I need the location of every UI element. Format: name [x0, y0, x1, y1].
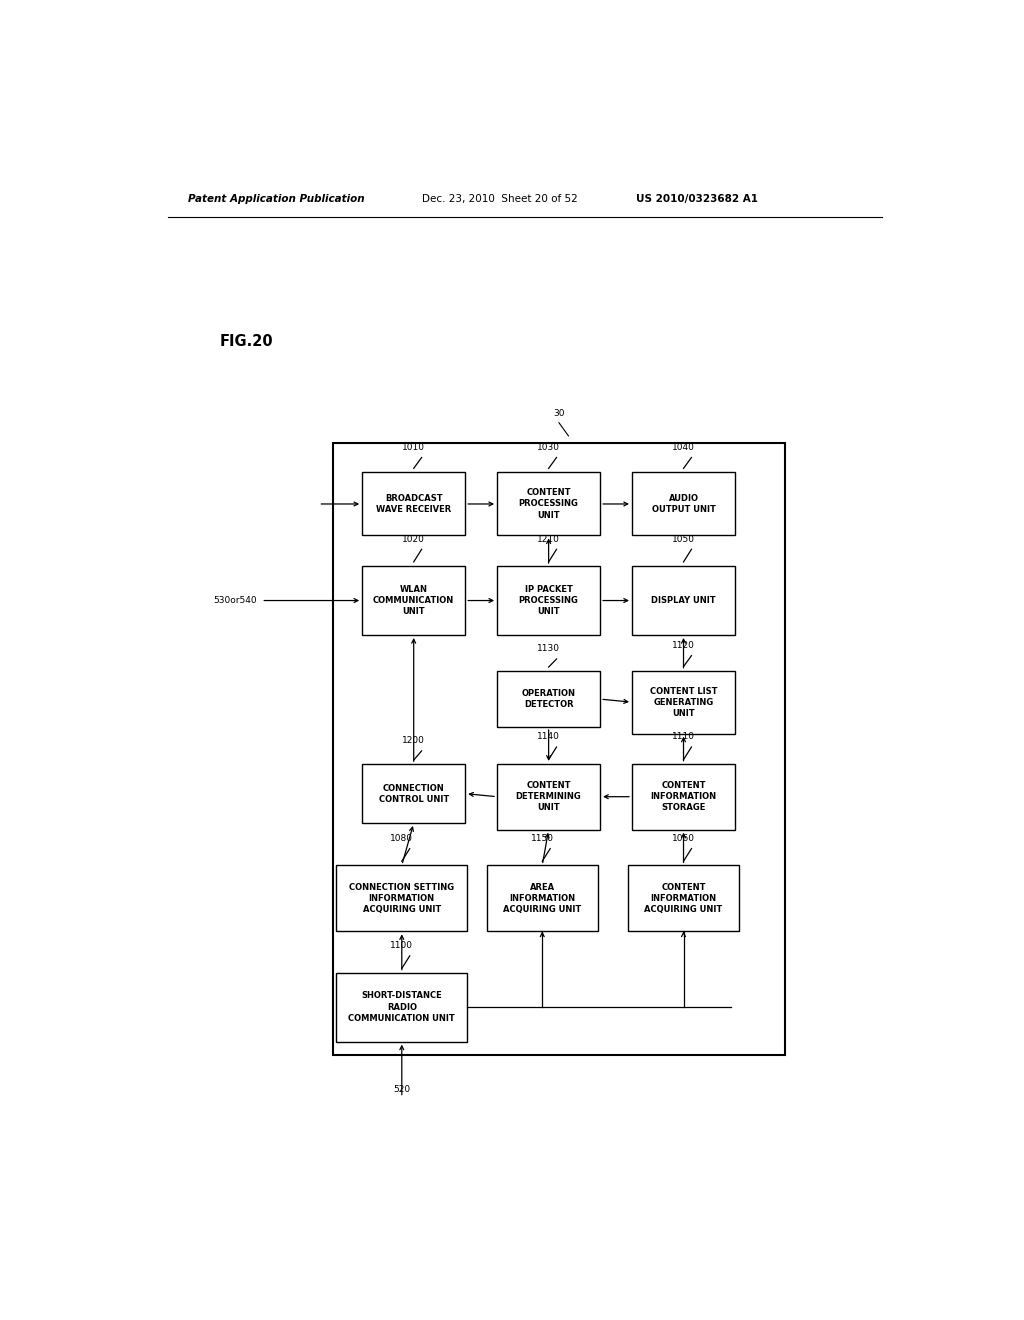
- Text: Patent Application Publication: Patent Application Publication: [187, 194, 365, 205]
- Text: DISPLAY UNIT: DISPLAY UNIT: [651, 597, 716, 605]
- Text: AREA
INFORMATION
ACQUIRING UNIT: AREA INFORMATION ACQUIRING UNIT: [503, 883, 582, 913]
- Text: CONTENT
INFORMATION
ACQUIRING UNIT: CONTENT INFORMATION ACQUIRING UNIT: [644, 883, 723, 913]
- Bar: [497, 566, 600, 635]
- Text: FIG.20: FIG.20: [219, 334, 272, 348]
- Text: CONTENT LIST
GENERATING
UNIT: CONTENT LIST GENERATING UNIT: [650, 686, 717, 718]
- Text: CONTENT
INFORMATION
STORAGE: CONTENT INFORMATION STORAGE: [650, 781, 717, 812]
- Bar: [632, 473, 735, 536]
- Text: OPERATION
DETECTOR: OPERATION DETECTOR: [521, 689, 575, 709]
- Text: CONTENT
DETERMINING
UNIT: CONTENT DETERMINING UNIT: [516, 781, 582, 812]
- Bar: [336, 866, 467, 932]
- Text: Dec. 23, 2010  Sheet 20 of 52: Dec. 23, 2010 Sheet 20 of 52: [422, 194, 578, 205]
- Text: 1040: 1040: [672, 442, 695, 451]
- Bar: [486, 866, 598, 932]
- Text: 1110: 1110: [672, 733, 695, 742]
- Text: 30: 30: [553, 409, 564, 417]
- Bar: [497, 671, 600, 727]
- Text: 1200: 1200: [402, 737, 425, 746]
- Bar: [497, 764, 600, 830]
- Text: 1210: 1210: [538, 535, 560, 544]
- Text: 1020: 1020: [402, 535, 425, 544]
- Text: 530or540: 530or540: [214, 597, 257, 605]
- Text: CONNECTION SETTING
INFORMATION
ACQUIRING UNIT: CONNECTION SETTING INFORMATION ACQUIRING…: [349, 883, 455, 913]
- Text: US 2010/0323682 A1: US 2010/0323682 A1: [636, 194, 758, 205]
- Text: AUDIO
OUTPUT UNIT: AUDIO OUTPUT UNIT: [651, 494, 716, 513]
- Bar: [362, 566, 465, 635]
- Text: 1120: 1120: [672, 642, 695, 649]
- Text: WLAN
COMMUNICATION
UNIT: WLAN COMMUNICATION UNIT: [373, 585, 455, 616]
- Bar: [497, 473, 600, 536]
- Text: 1050: 1050: [672, 535, 695, 544]
- Text: BROADCAST
WAVE RECEIVER: BROADCAST WAVE RECEIVER: [376, 494, 452, 513]
- Bar: [632, 764, 735, 830]
- Bar: [362, 764, 465, 824]
- Bar: [632, 671, 735, 734]
- Text: 1100: 1100: [390, 941, 414, 950]
- Bar: [336, 973, 467, 1041]
- Text: 1150: 1150: [530, 834, 554, 843]
- Bar: [628, 866, 739, 932]
- Text: 1030: 1030: [538, 442, 560, 451]
- Text: CONTENT
PROCESSING
UNIT: CONTENT PROCESSING UNIT: [519, 488, 579, 520]
- Bar: [333, 444, 785, 1055]
- Bar: [362, 473, 465, 536]
- Text: 1060: 1060: [672, 834, 695, 843]
- Bar: [632, 566, 735, 635]
- Text: 1140: 1140: [538, 733, 560, 742]
- Text: IP PACKET
PROCESSING
UNIT: IP PACKET PROCESSING UNIT: [519, 585, 579, 616]
- Text: 520: 520: [393, 1085, 411, 1094]
- Text: SHORT-DISTANCE
RADIO
COMMUNICATION UNIT: SHORT-DISTANCE RADIO COMMUNICATION UNIT: [348, 991, 455, 1023]
- Text: CONNECTION
CONTROL UNIT: CONNECTION CONTROL UNIT: [379, 784, 449, 804]
- Text: 1010: 1010: [402, 442, 425, 451]
- Text: 1130: 1130: [538, 644, 560, 653]
- Text: 1080: 1080: [390, 834, 414, 843]
